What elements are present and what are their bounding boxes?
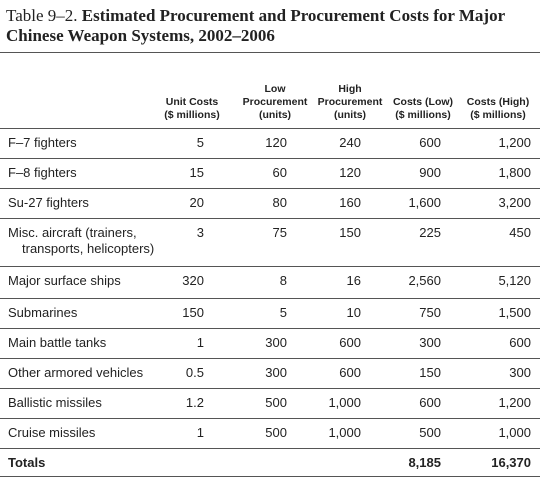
cell-value: 1,800 — [498, 165, 531, 180]
title-label: Table 9–2. — [6, 6, 78, 25]
row-label: Major surface ships — [8, 273, 121, 288]
cell-value: 5,120 — [498, 273, 531, 288]
header-line: Unit Costs — [165, 96, 219, 108]
row-rule — [0, 158, 540, 159]
cell-value: 300 — [419, 335, 441, 350]
cell-value: 150 — [339, 225, 361, 240]
row-label: Cruise missiles — [8, 425, 96, 440]
cell-value: 1 — [196, 335, 204, 350]
cell-value: 450 — [509, 225, 531, 240]
cell-value: 300 — [509, 365, 531, 380]
row-rule — [0, 448, 540, 449]
row-rule — [0, 358, 540, 359]
row-label: Ballistic missiles — [8, 395, 102, 410]
totals-value: 16,370 — [491, 455, 531, 470]
table-title: Table 9–2. Estimated Procurement and Pro… — [6, 6, 526, 46]
cell-value: 1 — [196, 425, 204, 440]
header-line: Procurement — [317, 96, 383, 108]
row-label: Su-27 fighters — [8, 195, 89, 210]
cell-value: 16 — [346, 273, 361, 288]
header-line: (units) — [333, 109, 367, 121]
cell-value: 1.2 — [185, 395, 204, 410]
column-header: Low Procurement (units) — [230, 83, 320, 122]
column-header: Unit Costs ($ millions) — [147, 96, 237, 122]
row-rule — [0, 328, 540, 329]
cell-value: 3,200 — [498, 195, 531, 210]
cell-value: 3 — [196, 225, 204, 240]
row-label: Other armored vehicles — [8, 365, 144, 380]
cell-value: 120 — [265, 135, 287, 150]
cell-value: 75 — [272, 225, 287, 240]
cell-value: 160 — [339, 195, 361, 210]
row-label: transports, helicopters) — [22, 241, 155, 256]
cell-value: 300 — [265, 335, 287, 350]
row-rule — [0, 388, 540, 389]
cell-value: 150 — [182, 305, 204, 320]
title-text: Estimated Procurement and Procurement Co… — [6, 6, 505, 45]
cell-value: 900 — [419, 165, 441, 180]
cell-value: 1,000 — [328, 425, 361, 440]
cell-value: 0.5 — [185, 365, 204, 380]
header-line: Costs (High) — [466, 96, 530, 108]
cell-value: 1,600 — [408, 195, 441, 210]
header-line: ($ millions) — [470, 109, 526, 121]
header-rule — [0, 128, 540, 129]
header-line: (units) — [258, 109, 292, 121]
row-label: Main battle tanks — [8, 335, 107, 350]
header-line: Procurement — [242, 96, 308, 108]
row-rule — [0, 266, 540, 267]
cell-value: 600 — [339, 335, 361, 350]
cell-value: 1,200 — [498, 135, 531, 150]
cell-value: 320 — [182, 273, 204, 288]
cell-value: 2,560 — [408, 273, 441, 288]
cell-value: 750 — [419, 305, 441, 320]
cell-value: 60 — [272, 165, 287, 180]
column-header: High Procurement (units) — [305, 83, 395, 122]
cell-value: 1,500 — [498, 305, 531, 320]
row-rule — [0, 418, 540, 419]
row-rule — [0, 218, 540, 219]
cell-value: 5 — [196, 135, 204, 150]
column-header: Costs (Low) ($ millions) — [378, 96, 468, 122]
cell-value: 1,000 — [328, 395, 361, 410]
cell-value: 600 — [339, 365, 361, 380]
totals-label: Totals — [8, 455, 46, 470]
totals-value: 8,185 — [408, 455, 441, 470]
column-header: Costs (High) ($ millions) — [453, 96, 540, 122]
cell-value: 225 — [419, 225, 441, 240]
row-label: F–7 fighters — [8, 135, 77, 150]
cell-value: 240 — [339, 135, 361, 150]
cell-value: 500 — [265, 395, 287, 410]
header-line: Costs (Low) — [392, 96, 454, 108]
cell-value: 8 — [279, 273, 287, 288]
cell-value: 1,200 — [498, 395, 531, 410]
cell-value: 80 — [272, 195, 287, 210]
row-label: F–8 fighters — [8, 165, 77, 180]
cell-value: 500 — [265, 425, 287, 440]
cell-value: 5 — [279, 305, 287, 320]
header-line: High — [338, 83, 362, 95]
cell-value: 150 — [419, 365, 441, 380]
cell-value: 20 — [189, 195, 204, 210]
cell-value: 120 — [339, 165, 361, 180]
cell-value: 500 — [419, 425, 441, 440]
row-label: Submarines — [8, 305, 78, 320]
cell-value: 300 — [265, 365, 287, 380]
top-rule — [0, 52, 540, 53]
header-line: ($ millions) — [395, 109, 451, 121]
row-label: Misc. aircraft (trainers, — [8, 225, 137, 240]
cell-value: 1,000 — [498, 425, 531, 440]
header-line: Low — [264, 83, 286, 95]
row-rule — [0, 188, 540, 189]
cell-value: 600 — [509, 335, 531, 350]
cell-value: 15 — [189, 165, 204, 180]
cell-value: 600 — [419, 395, 441, 410]
row-rule — [0, 298, 540, 299]
cell-value: 10 — [346, 305, 361, 320]
header-line: ($ millions) — [164, 109, 220, 121]
cell-value: 600 — [419, 135, 441, 150]
